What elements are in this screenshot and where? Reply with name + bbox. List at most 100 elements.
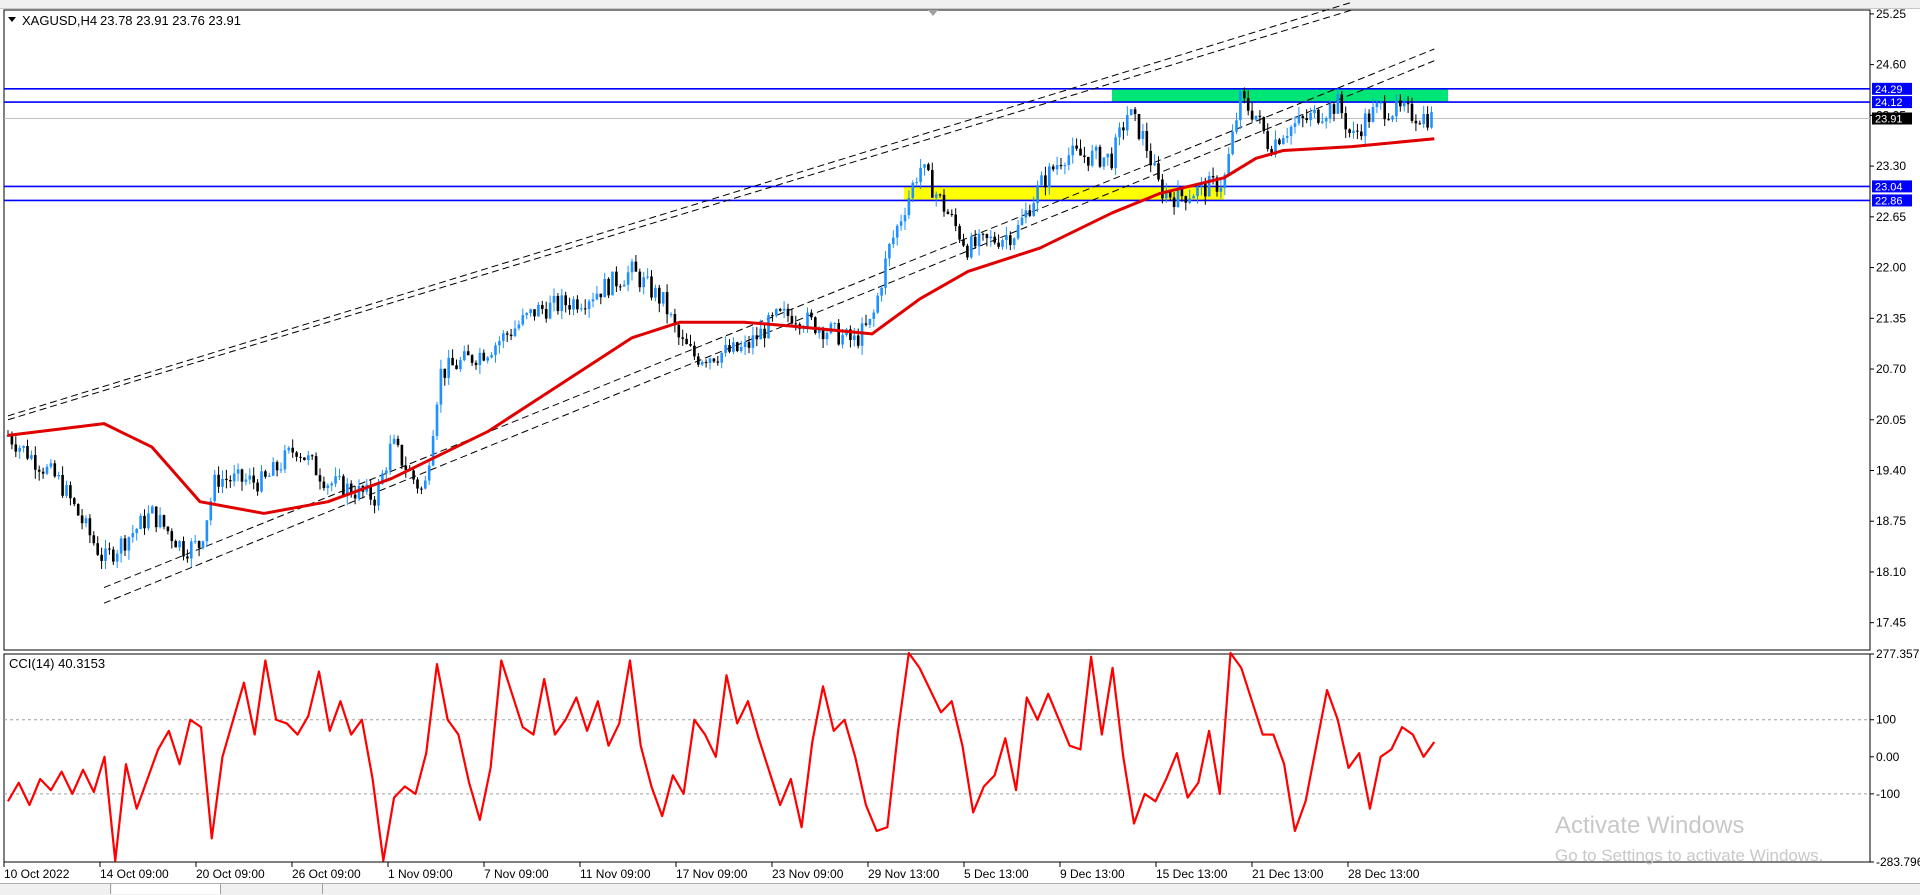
channel-line <box>7 9 1353 421</box>
candle-body <box>84 518 88 524</box>
price-tick-label: 18.75 <box>1876 514 1906 528</box>
candle-body <box>1215 177 1219 192</box>
candle-body <box>1422 113 1425 125</box>
candle-body <box>14 444 18 452</box>
candle-body <box>61 474 64 496</box>
candle-body <box>470 355 474 363</box>
candle-body <box>841 335 844 345</box>
candle-body <box>1293 123 1297 127</box>
time-tick-label: 26 Oct 09:00 <box>292 867 361 881</box>
time-tick-label: 28 Dec 13:00 <box>1348 867 1420 881</box>
candle-body <box>650 276 653 298</box>
top-toolbar-strip <box>0 0 1920 9</box>
current-price-box <box>1872 112 1912 125</box>
candle-body <box>708 358 712 363</box>
candle-body <box>1402 103 1406 107</box>
candle-body <box>697 356 700 365</box>
candle-body <box>37 469 41 472</box>
candle-body <box>646 276 649 278</box>
candle-body <box>1313 109 1316 114</box>
candle-body <box>431 435 435 466</box>
candle-body <box>1016 224 1020 239</box>
candle-body <box>903 215 907 222</box>
candle-body <box>743 342 747 347</box>
candle-body <box>568 305 571 310</box>
time-tick-label: 15 Dec 13:00 <box>1156 867 1228 881</box>
candle-body <box>190 541 193 559</box>
candle-body <box>1110 153 1113 169</box>
candle-body <box>369 484 372 500</box>
candle-body <box>443 368 447 378</box>
level-price-box <box>1872 180 1912 193</box>
candle-body <box>256 482 259 492</box>
candle-body <box>821 328 825 340</box>
candle-body <box>1192 196 1195 199</box>
price-zones <box>904 88 1448 201</box>
candle-body <box>626 272 630 285</box>
candle-body <box>681 337 684 339</box>
candle-body <box>174 541 177 548</box>
candle-body <box>767 315 770 339</box>
candle-body <box>1098 146 1102 167</box>
candle-body <box>1235 120 1238 132</box>
candle-body <box>209 501 213 521</box>
candle-body <box>665 292 669 315</box>
chart-tab[interactable] <box>222 884 323 894</box>
chart-tab[interactable] <box>0 884 111 894</box>
price-tick-label: 22.65 <box>1876 210 1906 224</box>
candle-body <box>985 234 989 239</box>
support-zone <box>904 186 1224 201</box>
candle-body <box>736 342 739 351</box>
candle-body <box>989 236 993 239</box>
candle-body <box>244 479 248 482</box>
candle-body <box>1137 114 1141 139</box>
candle-body <box>837 323 840 345</box>
candle-body <box>1317 109 1320 123</box>
candle-body <box>197 541 201 548</box>
symbol-menu-triangle-icon[interactable] <box>8 17 16 22</box>
horizontal-levels[interactable] <box>4 88 1870 202</box>
candle-body <box>502 333 505 342</box>
candle-body <box>123 538 127 551</box>
candle-body <box>693 345 696 357</box>
candle-body <box>1254 115 1258 120</box>
candle-body <box>291 447 294 453</box>
candle-body <box>1321 121 1324 123</box>
candle-body <box>790 315 794 324</box>
candle-body <box>373 499 376 506</box>
candle-body <box>217 474 220 487</box>
candle-body <box>1094 146 1098 151</box>
candle-body <box>1262 117 1266 132</box>
candle-body <box>868 318 872 325</box>
candle-body <box>927 164 930 171</box>
candle-body <box>170 531 174 542</box>
chart-shift-marker-icon[interactable] <box>928 10 938 16</box>
candle-body <box>525 313 528 316</box>
candle-body <box>1391 116 1394 120</box>
candle-body <box>45 466 49 474</box>
candle-body <box>1067 155 1071 165</box>
candle-body <box>1348 129 1351 133</box>
candle-body <box>1114 137 1117 169</box>
candle-body <box>962 239 965 246</box>
price-tick-label: 17.45 <box>1876 616 1906 630</box>
candle-body <box>100 554 103 561</box>
candle-body <box>642 277 645 288</box>
candle-body <box>1301 116 1305 119</box>
candle-body <box>1059 164 1063 167</box>
candle-body <box>385 470 388 474</box>
candle-body <box>299 456 302 458</box>
level-price-label: 24.29 <box>1875 84 1903 96</box>
candle-body <box>147 513 150 529</box>
candle-body <box>143 515 146 529</box>
candle-body <box>950 213 954 215</box>
candle-body <box>96 543 99 555</box>
candle-body <box>474 362 478 366</box>
chart-tab-active[interactable] <box>112 884 221 894</box>
candle-body <box>1426 113 1429 128</box>
channel-line <box>7 1 1353 417</box>
candle-body <box>630 261 634 273</box>
candle-body <box>295 452 298 457</box>
candle-body <box>303 457 306 460</box>
